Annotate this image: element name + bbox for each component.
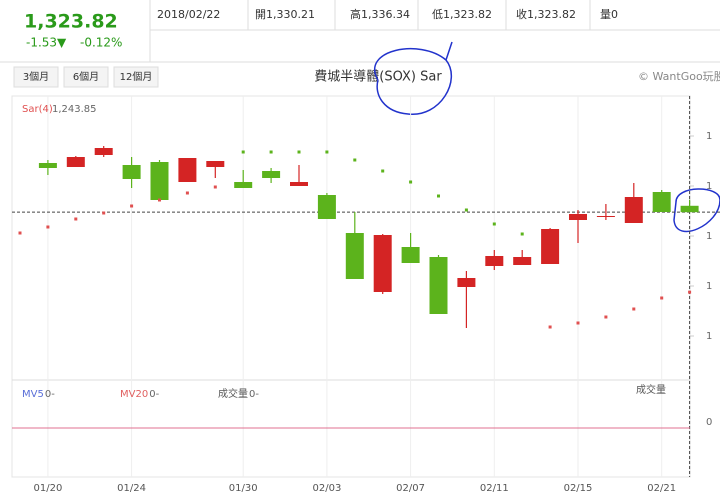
range-button[interactable]: 6個月: [63, 66, 109, 88]
candle-body: [624, 197, 643, 223]
candle-body: [206, 161, 225, 167]
sar-dot: [548, 325, 552, 329]
candle-body: [66, 157, 85, 167]
change-percent: -0.12%: [80, 36, 122, 50]
y-tick-label: 1: [706, 181, 712, 192]
candle-body: [680, 205, 699, 213]
x-tick-label: 02/07: [396, 483, 425, 494]
sar-dot: [325, 150, 329, 154]
range-button[interactable]: 12個月: [113, 66, 159, 88]
candle-body: [457, 278, 476, 287]
volume-tick-label: 0: [706, 417, 712, 428]
x-tick-label: 01/24: [117, 483, 146, 494]
volume-title: 成交量: [636, 383, 666, 396]
sar-dot: [492, 222, 496, 226]
chart-title: 費城半導體(SOX) Sar: [314, 70, 442, 85]
volume-legend-value: 0-: [45, 389, 55, 400]
sar-dot: [437, 194, 440, 198]
close: 收1,323.82: [516, 7, 576, 21]
candle-body: [38, 163, 57, 168]
candle-body: [373, 235, 392, 292]
y-tick-label: 1: [706, 231, 712, 242]
sar-dot: [520, 232, 524, 236]
volume-legend-name: MV5: [22, 389, 44, 400]
candle-body: [401, 247, 420, 263]
volume-legend-name: MV20: [120, 389, 148, 400]
candle-body: [94, 148, 113, 155]
sar-dot: [185, 191, 189, 195]
low: 低1,323.82: [432, 8, 492, 21]
open: 開1,330.21: [255, 8, 315, 21]
sar-dot: [576, 321, 580, 325]
sar-dot: [464, 208, 468, 212]
sar-dot: [297, 150, 301, 154]
range-label[interactable]: 3個月: [23, 70, 49, 83]
candle-body: [596, 216, 615, 217]
candle-body: [513, 257, 532, 265]
sar-legend: Sar(4): [22, 104, 53, 115]
volume-legend-value: 0-: [249, 389, 259, 400]
x-tick-label: 02/03: [312, 483, 341, 494]
sar-dot: [158, 198, 161, 202]
sar-dot: [46, 225, 50, 229]
sar-dot: [381, 169, 385, 173]
sar-dot: [18, 231, 22, 235]
sar-dot: [102, 211, 106, 215]
candle-body: [317, 195, 336, 219]
sar-dot: [269, 150, 273, 154]
candle-body: [569, 214, 587, 220]
candle-body: [122, 165, 141, 179]
x-tick-label: 01/20: [33, 483, 62, 494]
copyright: © WantGoo玩股: [638, 70, 720, 83]
sar-dot: [409, 180, 413, 184]
sar-dot: [660, 296, 664, 300]
change: -1.53▼: [26, 36, 67, 50]
annotation-circle: [374, 41, 453, 115]
x-tick-label: 02/11: [480, 483, 509, 494]
sar-dot: [74, 217, 78, 221]
sar-legend-value: 1,243.85: [52, 104, 97, 115]
sar-dot: [241, 150, 245, 154]
sar-dot: [130, 204, 134, 208]
candle-body: [485, 256, 504, 266]
candle-body: [262, 171, 281, 178]
candle-body: [178, 158, 197, 182]
sar-dot: [632, 307, 636, 311]
volume-legend-name: 成交量: [218, 387, 248, 400]
candle-body: [234, 182, 253, 188]
price: 1,323.82: [24, 11, 118, 33]
range-label[interactable]: 6個月: [73, 70, 99, 83]
candle-body: [652, 192, 671, 212]
volume-legend-value: 0-: [149, 389, 159, 400]
range-label[interactable]: 12個月: [120, 70, 153, 83]
candle-body: [541, 229, 560, 264]
y-tick-label: 1: [706, 281, 712, 292]
high: 高1,336.34: [350, 7, 410, 21]
date: 2018/02/22: [157, 8, 220, 21]
y-tick-label: 1: [706, 131, 712, 142]
candle-body: [290, 182, 308, 186]
volume: 量0: [600, 8, 618, 21]
sar-dot: [604, 315, 608, 319]
candle-body: [150, 162, 169, 200]
sar-dot: [688, 290, 692, 294]
plot-frame: [11, 95, 691, 478]
range-button[interactable]: 3個月: [13, 66, 59, 88]
candle-body: [345, 233, 364, 279]
candle-body: [429, 257, 448, 314]
x-tick-label: 02/15: [564, 483, 593, 494]
sar-dot: [213, 185, 217, 189]
x-tick-label: 02/21: [647, 483, 676, 494]
y-tick-label: 1: [706, 331, 712, 342]
x-tick-label: 01/30: [229, 483, 258, 494]
sar-dot: [353, 158, 357, 162]
